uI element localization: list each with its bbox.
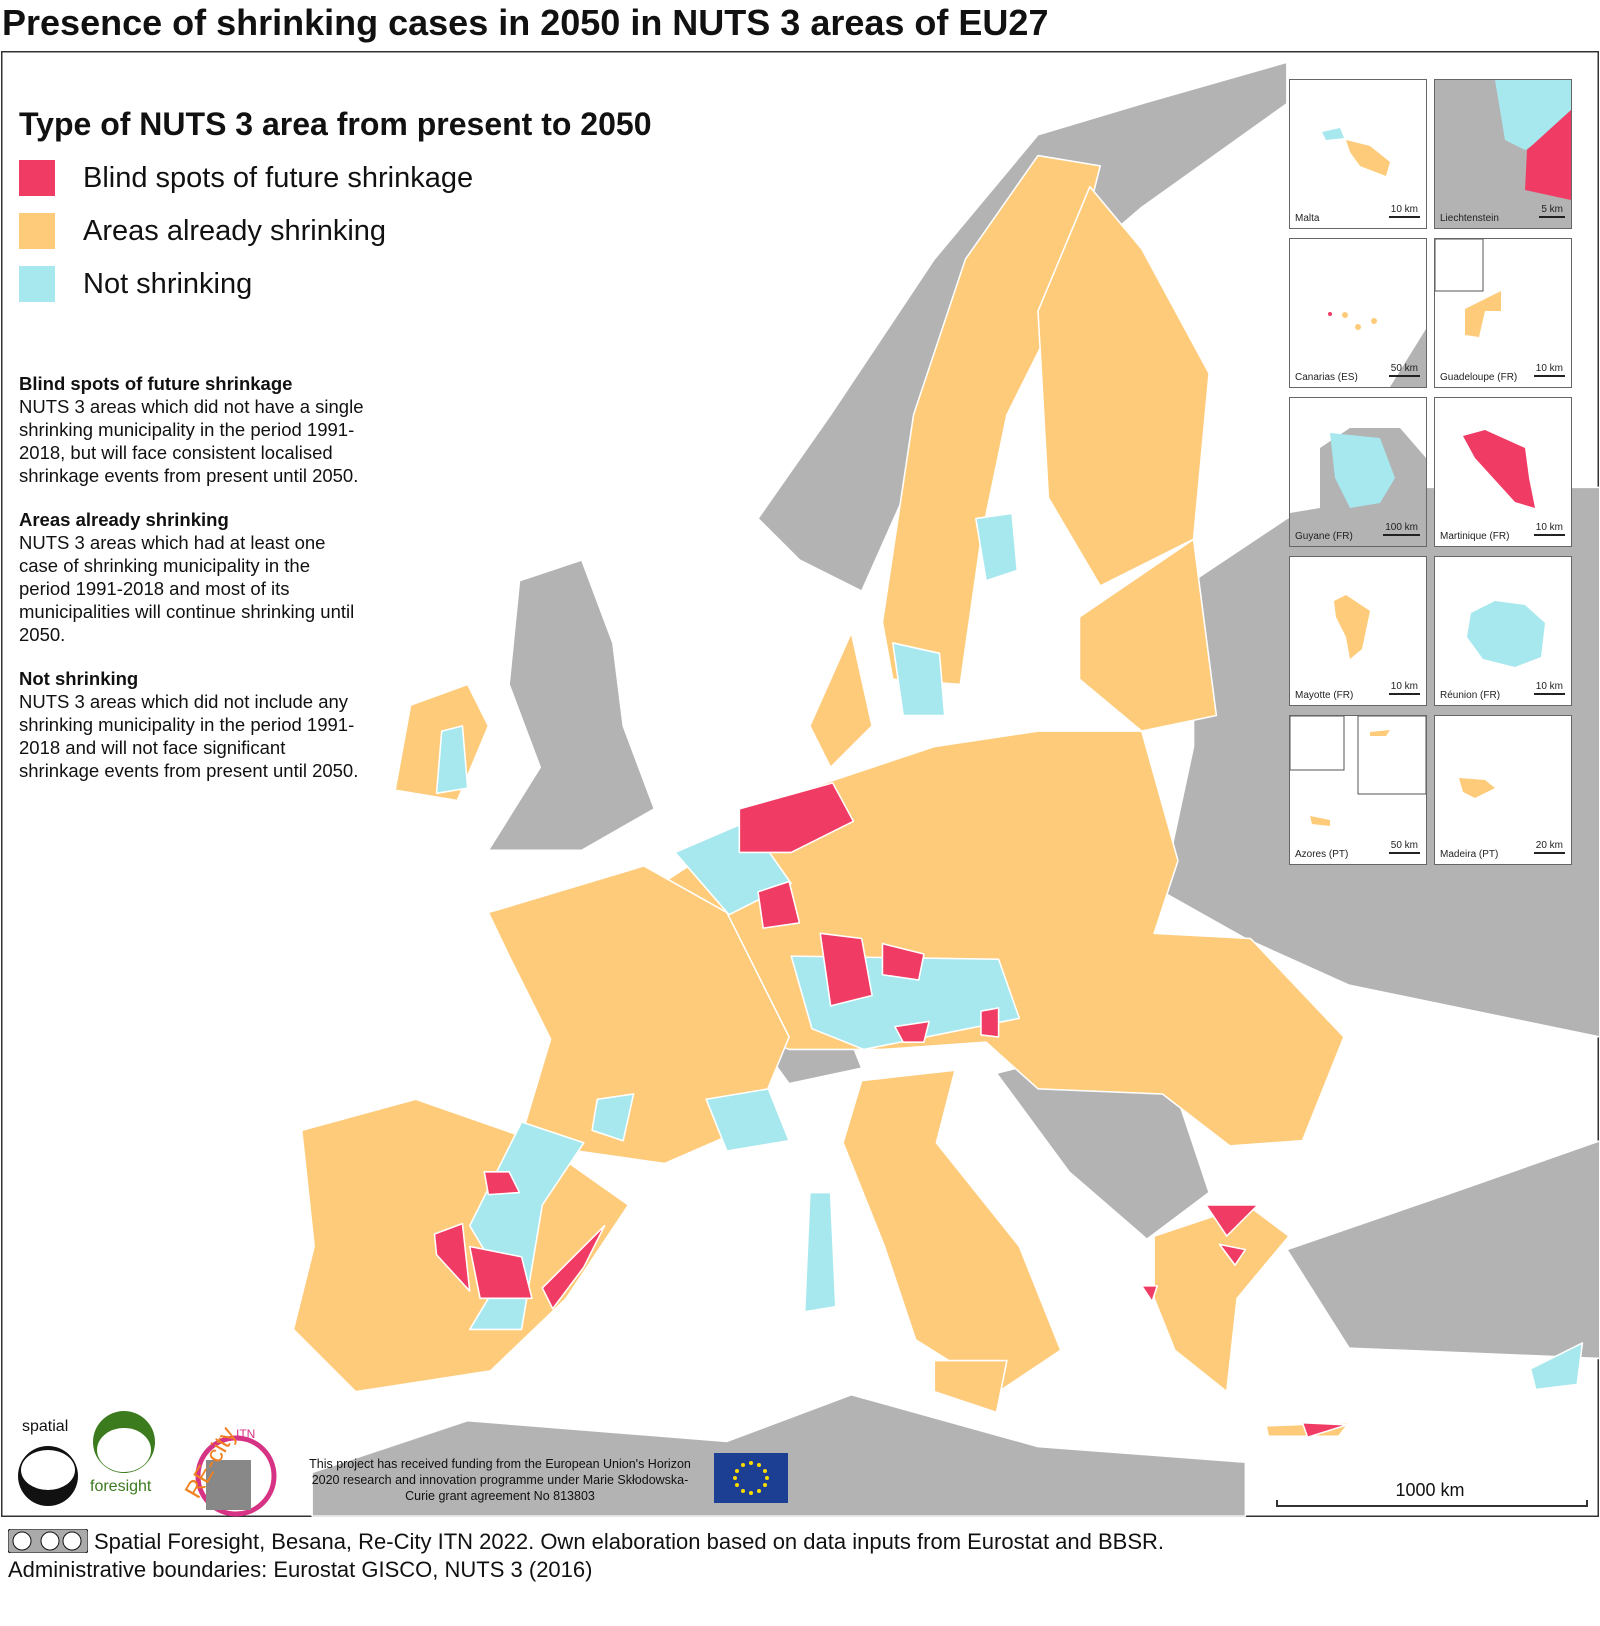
inset-map: Madeira (PT) 20 km [1434,715,1572,865]
inset-shapes [1435,239,1501,337]
credit-text: Spatial Foresight, Besana, Re-City ITN 2… [94,1529,1165,1554]
inset-scale: 10 km [1533,681,1565,695]
legend-title: Type of NUTS 3 area from present to 2050 [19,106,652,142]
legend-swatch [19,160,55,196]
inset-name: Madeira (PT) [1440,849,1499,860]
logo-ring [195,1435,277,1517]
definitions: Blind spots of future shrinkage NUTS 3 ar… [19,372,364,803]
inset-map: Réunion (FR) 10 km [1434,556,1572,706]
not-shrinking-areas [435,512,1584,1391]
flag-stars [733,1461,769,1495]
flag-field [714,1453,788,1503]
logo-spatial-icon [18,1446,78,1506]
definition: Areas already shrinking NUTS 3 areas whic… [19,508,364,646]
inset-map: Martinique (FR) 10 km [1434,397,1572,547]
definition-heading: Areas already shrinking [19,509,229,530]
inset-scale: 10 km [1388,681,1420,695]
scale-bar [1276,1500,1588,1507]
inset-name: Martinique (FR) [1440,531,1510,542]
funding-note: This project has received funding from t… [309,1457,691,1503]
credits: Spatial Foresight, Besana, Re-City ITN 2… [8,1528,1164,1584]
inset-shapes [1322,128,1390,176]
definition-text: NUTS 3 areas which did not have a single… [19,396,364,486]
inset-shapes [1334,595,1370,659]
definition: Blind spots of future shrinkage NUTS 3 ar… [19,372,364,487]
definition: Not shrinking NUTS 3 areas which did not … [19,667,364,782]
shrinking-areas [292,154,1350,1438]
inset-name: Réunion (FR) [1440,690,1501,701]
inset-map: Mayotte (FR) 10 km [1289,556,1427,706]
blind-spot-areas [433,782,1348,1439]
inset-map: Azores (PT) 50 km [1289,715,1427,865]
inset-scale: 50 km [1388,840,1420,854]
cc-icon [62,1531,82,1551]
cc-badge [8,1529,88,1553]
inset-shapes [1435,80,1571,228]
inset-name: Liechtenstein [1440,213,1499,224]
inset-scale: 10 km [1533,522,1565,536]
inset-scale: 100 km [1383,522,1420,536]
inset-name: Canarias (ES) [1295,372,1358,383]
inset-shapes [1290,398,1426,546]
map-title: Presence of shrinking cases in 2050 in N… [2,2,1049,43]
logo-recity: RE-city ITN [180,1423,277,1517]
logo-foresight-icon [93,1411,155,1473]
logo-figure [206,1460,251,1510]
logo-circle [97,1428,151,1472]
scale-label: 1000 km [1395,1480,1465,1500]
legend-label: Not shrinking [83,268,253,300]
inset-scale: 20 km [1533,840,1565,854]
inset-name: Malta [1295,213,1320,224]
inset-scale: 5 km [1539,204,1565,218]
logo-text: foresight [90,1478,152,1495]
legend-swatch [19,213,55,249]
inset-name: Guadeloupe (FR) [1440,372,1518,383]
inset-map: Guyane (FR) 100 km [1289,397,1427,547]
logo-circle [21,1450,75,1490]
cc-icon [12,1531,32,1551]
cc-icon [40,1531,60,1551]
map-shapes [292,61,1599,1517]
inset-map: Guadeloupe (FR) 10 km [1434,238,1572,388]
logo-text: spatial [22,1418,69,1435]
inset-scale: 10 km [1388,204,1420,218]
inset-scale: 10 km [1533,363,1565,377]
inset-map: Canarias (ES) 50 km [1289,238,1427,388]
inset-name: Guyane (FR) [1295,531,1353,542]
inset-scale: 50 km [1388,363,1420,377]
definition-text: NUTS 3 areas which did not include any s… [19,691,359,781]
inset-shapes [1459,778,1495,798]
inset-shapes [1290,716,1426,826]
credit-line: Spatial Foresight, Besana, Re-City ITN 2… [8,1528,1164,1556]
definition-heading: Blind spots of future shrinkage [19,373,293,394]
legend-label: Blind spots of future shrinkage [83,162,474,194]
definition-heading: Not shrinking [19,668,139,689]
definition-text: NUTS 3 areas which had at least one case… [19,532,355,645]
logo-text: ITN [236,1427,255,1441]
legend-swatch [19,266,55,302]
inset-map: Malta 10 km [1289,79,1427,229]
credit-text: Administrative boundaries: Eurostat GISC… [8,1557,593,1582]
inset-shapes [1467,601,1545,667]
inset-shapes [1328,312,1426,387]
inset-name: Azores (PT) [1295,849,1349,860]
inset-map: Liechtenstein 5 km [1434,79,1572,229]
inset-shapes [1463,430,1535,508]
eu-flag [714,1453,788,1503]
inset-name: Mayotte (FR) [1295,690,1354,701]
legend-label: Areas already shrinking [83,215,387,247]
